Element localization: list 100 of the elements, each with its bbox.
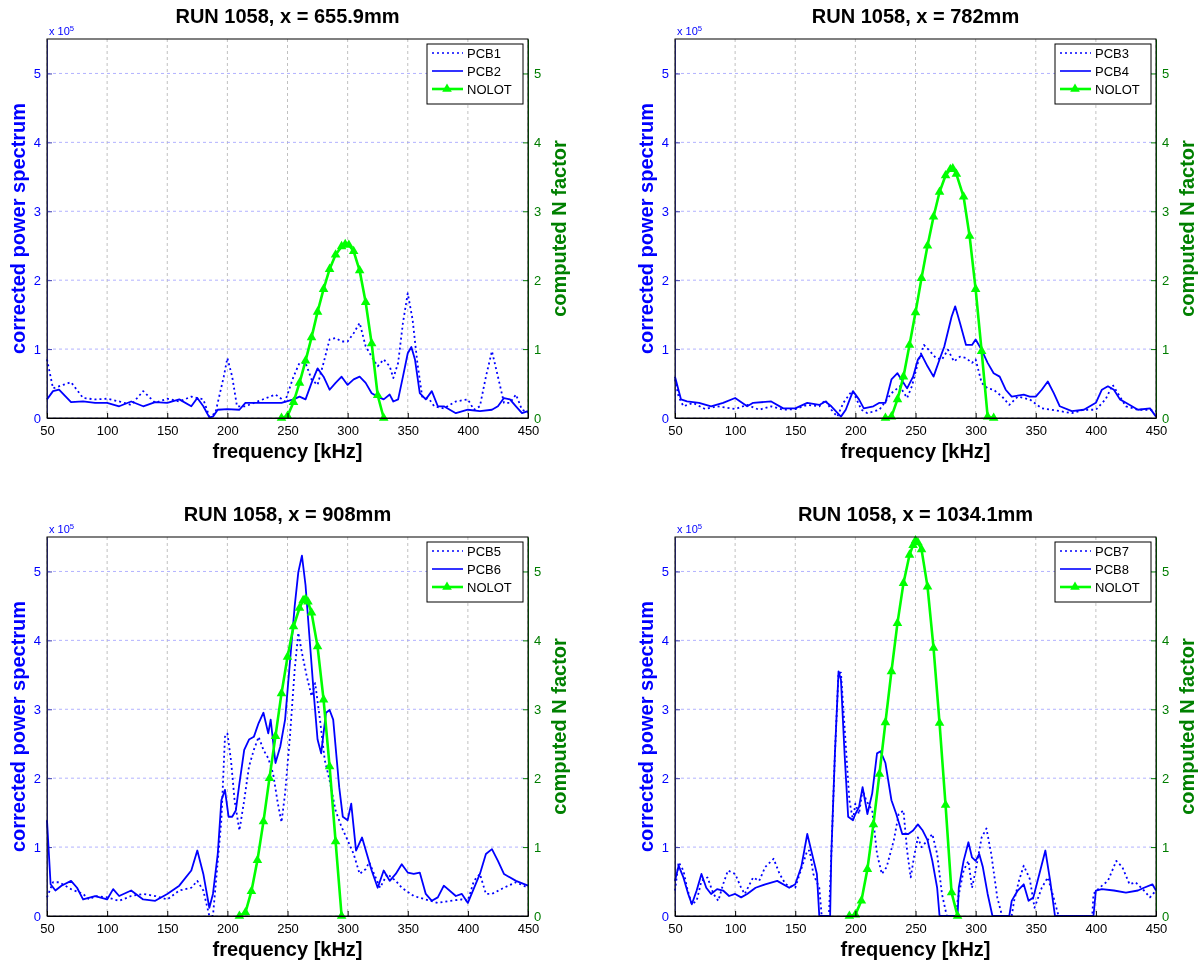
x-tick-label: 250	[277, 423, 299, 439]
y2-tick-label: 3	[534, 701, 542, 717]
y-tick-label: 4	[33, 135, 41, 151]
chart-title: RUN 1058, x = 655.9mm	[175, 5, 400, 27]
legend-label: NOLOT	[467, 82, 512, 97]
x-tick-label: 250	[905, 423, 927, 439]
legend-label: PCB3	[1095, 46, 1129, 61]
y2-tick-label: 2	[534, 272, 542, 288]
y2-tick-label: 1	[1162, 839, 1170, 855]
y-tick-label: 1	[661, 341, 669, 357]
y-tick-label: 5	[33, 564, 41, 580]
y2-tick-label: 5	[1162, 564, 1170, 580]
legend-label: PCB5	[467, 544, 501, 559]
y2-axis-title: computed N factor	[548, 637, 570, 815]
x-tick-label: 300	[337, 921, 359, 937]
legend-label: PCB6	[467, 562, 501, 577]
x-tick-label: 100	[96, 921, 119, 937]
chart-title: RUN 1058, x = 1034.1mm	[797, 503, 1034, 525]
text: x 10$^{5}$	[49, 23, 75, 37]
x-tick-label: 350	[1025, 423, 1048, 439]
y-axis-title: corrected power spectrum	[635, 600, 657, 853]
y-tick-label: 3	[661, 203, 669, 219]
x-tick-label: 450	[517, 423, 540, 439]
y2-tick-label: 2	[1162, 272, 1170, 288]
legend-label: PCB8	[1095, 562, 1129, 577]
x-tick-label: 200	[217, 921, 239, 937]
y-tick-label: 5	[661, 564, 669, 580]
y-tick-label: 2	[33, 770, 41, 786]
y2-tick-label: 5	[1162, 66, 1170, 82]
y-tick-label: 3	[33, 701, 41, 717]
text: x 10$^{5}$	[677, 23, 703, 37]
y-tick-label: 1	[33, 341, 41, 357]
x-tick-label: 100	[724, 423, 747, 439]
x-axis-title: frequency [kHz]	[212, 440, 363, 462]
y2-tick-label: 2	[534, 770, 542, 786]
x-axis-title: frequency [kHz]	[840, 938, 991, 960]
x-tick-label: 50	[668, 423, 683, 439]
y-tick-label: 0	[33, 410, 41, 426]
x-tick-label: 250	[905, 921, 927, 937]
y-tick-label: 1	[33, 839, 41, 855]
x-tick-label: 450	[1145, 423, 1168, 439]
y2-axis-title: computed N factor	[1176, 637, 1198, 815]
x-tick-label: 450	[517, 921, 540, 937]
x-tick-label: 450	[1145, 921, 1168, 937]
y-tick-label: 4	[661, 135, 669, 151]
y2-tick-label: 2	[1162, 770, 1170, 786]
x-tick-label: 300	[337, 423, 359, 439]
chart-title: RUN 1058, x = 908mm	[183, 503, 392, 525]
x-tick-label: 150	[784, 423, 807, 439]
legend-label: NOLOT	[1095, 580, 1140, 595]
y2-tick-label: 4	[1162, 135, 1170, 151]
legend-label: NOLOT	[1095, 82, 1140, 97]
x-axis-title: frequency [kHz]	[840, 440, 991, 462]
y2-axis-title: computed N factor	[548, 139, 570, 317]
y-axis-title: corrected power spectrum	[7, 102, 29, 355]
x-tick-label: 100	[724, 921, 747, 937]
y-tick-label: 2	[661, 272, 669, 288]
y-tick-label: 4	[661, 633, 669, 649]
x-tick-label: 150	[156, 423, 179, 439]
legend-label: PCB4	[1095, 64, 1129, 79]
y2-tick-label: 1	[534, 341, 542, 357]
y2-tick-label: 0	[1162, 908, 1170, 924]
y2-tick-label: 1	[534, 839, 542, 855]
x-tick-label: 350	[397, 423, 420, 439]
y2-tick-label: 5	[534, 66, 542, 82]
text: x 10$^{5}$	[49, 521, 75, 535]
text: x 10$^{5}$	[677, 521, 703, 535]
x-tick-label: 400	[1085, 423, 1108, 439]
legend-label: NOLOT	[467, 580, 512, 595]
x-tick-label: 50	[40, 921, 55, 937]
x-tick-label: 250	[277, 921, 299, 937]
y2-tick-label: 3	[534, 203, 542, 219]
x-tick-label: 300	[965, 921, 987, 937]
legend-label: PCB1	[467, 46, 501, 61]
x-tick-label: 200	[845, 423, 867, 439]
x-tick-label: 400	[457, 423, 480, 439]
y-tick-label: 3	[33, 203, 41, 219]
y-tick-label: 5	[661, 66, 669, 82]
y-tick-label: 0	[661, 908, 669, 924]
y2-tick-label: 0	[534, 410, 542, 426]
x-tick-label: 150	[156, 921, 179, 937]
y-tick-label: 0	[33, 908, 41, 924]
x-tick-label: 400	[457, 921, 480, 937]
y-tick-label: 0	[661, 410, 669, 426]
y2-tick-label: 4	[1162, 633, 1170, 649]
chart-title: RUN 1058, x = 782mm	[811, 5, 1020, 27]
y-axis-title: corrected power spectrum	[635, 102, 657, 355]
y-tick-label: 1	[661, 839, 669, 855]
y-tick-label: 5	[33, 66, 41, 82]
y2-tick-label: 0	[1162, 410, 1170, 426]
x-tick-label: 200	[217, 423, 239, 439]
y2-tick-label: 4	[534, 633, 542, 649]
y-axis-title: corrected power spectrum	[7, 600, 29, 853]
legend-label: PCB7	[1095, 544, 1129, 559]
x-tick-label: 350	[1025, 921, 1048, 937]
y2-tick-label: 5	[534, 564, 542, 580]
y2-tick-label: 0	[534, 908, 542, 924]
legend-label: PCB2	[467, 64, 501, 79]
y2-tick-label: 1	[1162, 341, 1170, 357]
y2-tick-label: 4	[534, 135, 542, 151]
